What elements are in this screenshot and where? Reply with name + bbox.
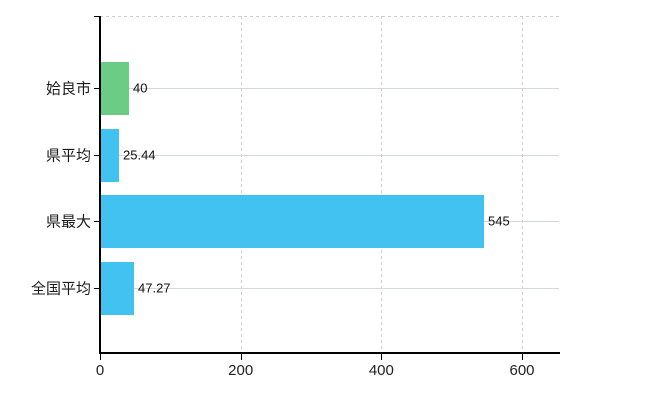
x-axis-tick-label: 200 <box>228 362 254 379</box>
plot-top-border <box>100 16 559 17</box>
y-axis-category-label: 全国平均 <box>30 280 91 298</box>
y-axis-category-label: 姶良市 <box>45 80 91 98</box>
x-axis-tick <box>522 354 523 360</box>
gridline-vertical <box>522 16 523 352</box>
x-axis-line <box>99 352 560 354</box>
y-axis-tick <box>94 221 100 222</box>
bar-value-label: 40 <box>133 80 148 96</box>
y-axis-category-label: 県最大 <box>45 213 91 231</box>
x-axis-tick-label: 400 <box>368 362 394 379</box>
bar-3 <box>101 261 134 315</box>
gridline-vertical <box>381 16 383 352</box>
y-axis-category-label: 県平均 <box>45 147 91 165</box>
x-axis-tick <box>100 354 101 360</box>
gridline-horizontal <box>100 155 559 156</box>
y-axis-tick <box>94 155 100 156</box>
y-axis-top-tick <box>94 16 100 17</box>
bar-1 <box>101 128 119 182</box>
x-axis-tick-label: 0 <box>95 362 105 379</box>
y-axis-tick <box>94 288 100 289</box>
bar-0 <box>101 61 129 115</box>
gridline-vertical <box>240 16 242 352</box>
bar-value-label: 25.44 <box>123 147 156 163</box>
x-axis-tick <box>240 354 242 360</box>
y-axis-tick <box>94 88 100 89</box>
gridline-horizontal <box>100 88 559 89</box>
x-axis-tick <box>381 354 383 360</box>
y-axis-line <box>99 16 101 354</box>
x-axis-tick-label: 600 <box>509 362 535 379</box>
bar-2 <box>101 194 484 248</box>
bar-value-label: 47.27 <box>138 280 171 296</box>
bar-value-label: 545 <box>488 213 510 229</box>
gridline-horizontal <box>100 288 559 289</box>
